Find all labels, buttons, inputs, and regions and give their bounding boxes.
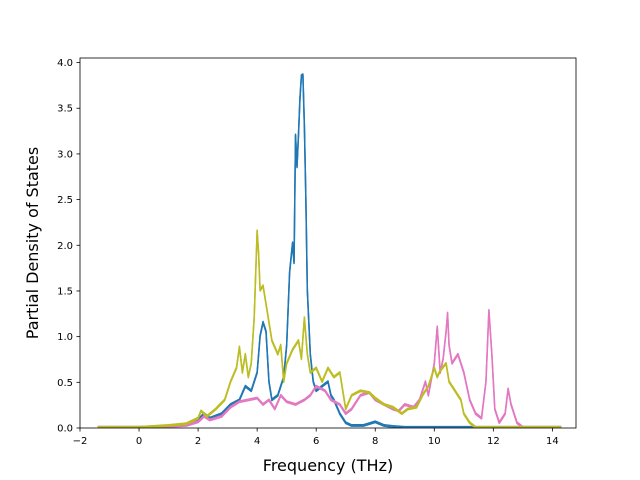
series-line-0-b xyxy=(97,73,562,428)
x-tick-label: 0 xyxy=(136,436,142,447)
y-axis-ticks: 0.0 0.5 1.0 1.5 2.0 2.5 3.0 3.5 4.0 xyxy=(57,58,80,435)
y-tick-label: 3.5 xyxy=(57,104,73,115)
y-tick-label: 3.0 xyxy=(57,149,73,160)
x-axis-ticks: −2 0 2 4 6 8 10 12 14 xyxy=(73,428,559,447)
x-axis-label: Frequency (THz) xyxy=(263,456,393,475)
x-tick-label: 4 xyxy=(254,436,260,447)
x-tick-label: 14 xyxy=(546,436,559,447)
x-tick-label: 10 xyxy=(428,436,441,447)
y-tick-label: 2.0 xyxy=(57,241,73,252)
y-tick-label: 0.5 xyxy=(57,378,73,389)
y-tick-label: 1.5 xyxy=(57,286,73,297)
series-line-2-b xyxy=(97,229,562,428)
x-tick-label: 2 xyxy=(195,436,201,447)
plot-frame xyxy=(79,57,577,429)
x-tick-label: −2 xyxy=(73,436,88,447)
y-tick-label: 0.0 xyxy=(57,424,73,435)
x-tick-label: 8 xyxy=(372,436,378,447)
x-tick-label: 6 xyxy=(313,436,319,447)
y-tick-label: 1.0 xyxy=(57,332,73,343)
y-axis-label: Partial Density of States xyxy=(23,147,42,339)
y-tick-label: 2.5 xyxy=(57,195,73,206)
plot-lines xyxy=(97,73,562,428)
y-tick-label: 4.0 xyxy=(57,58,73,69)
x-tick-label: 12 xyxy=(487,436,500,447)
series-line-0 xyxy=(97,74,562,428)
